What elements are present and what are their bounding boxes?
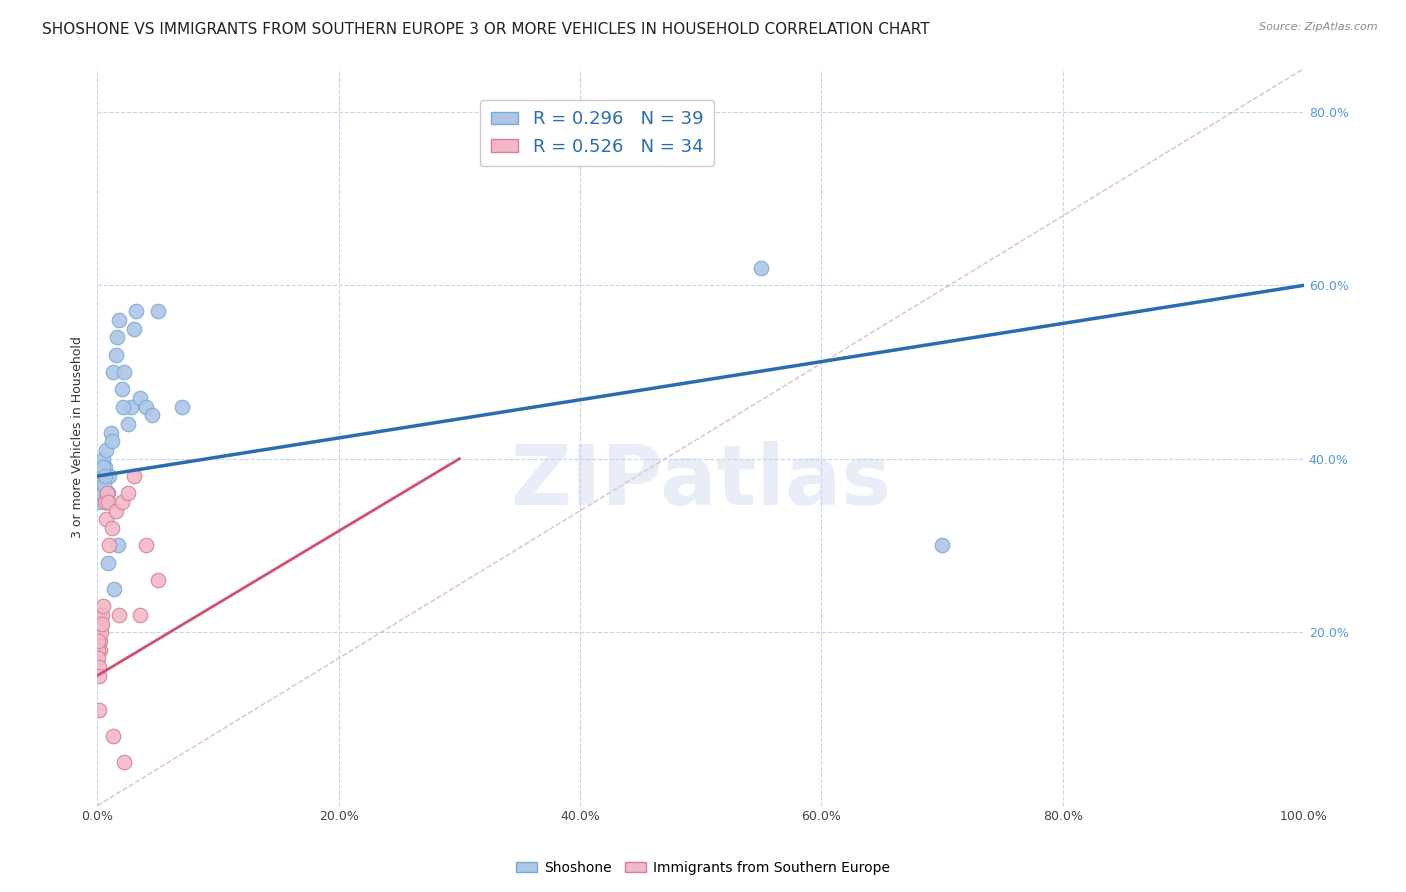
Point [87,703,110,717]
Point [96,495,118,509]
Point [89,625,111,640]
Point [107,539,129,553]
Point [125,304,148,318]
Point [89,469,111,483]
Point [87,607,110,622]
Point [89,477,111,491]
Point [89,633,111,648]
Point [97,495,120,509]
Point [111,400,134,414]
Point [101,729,124,743]
Point [170,400,193,414]
Point [87,633,110,648]
Text: SHOSHONE VS IMMIGRANTS FROM SOUTHERN EUROPE 3 OR MORE VEHICLES IN HOUSEHOLD CORR: SHOSHONE VS IMMIGRANTS FROM SOUTHERN EUR… [42,22,929,37]
Point [93,451,115,466]
Point [101,365,124,379]
Point [93,460,115,475]
Point [135,539,157,553]
Point [108,607,131,622]
Point [122,321,145,335]
Point [89,616,111,631]
Legend: Shoshone, Immigrants from Southern Europe: Shoshone, Immigrants from Southern Europ… [510,855,896,880]
Point [98,539,121,553]
Point [97,556,120,570]
Point [87,616,110,631]
Point [94,469,117,483]
Point [97,486,120,500]
Point [91,460,114,475]
Point [87,642,110,657]
Point [89,642,111,657]
Point [120,400,142,414]
Point [93,477,115,491]
Point [100,425,122,440]
Point [117,417,139,431]
Point [87,660,110,674]
Text: ZIPatlas: ZIPatlas [510,441,891,522]
Y-axis label: 3 or more Vehicles in Household: 3 or more Vehicles in Household [72,336,84,538]
Point [104,348,127,362]
Point [93,495,115,509]
Point [87,625,110,640]
Point [146,573,169,587]
Point [108,313,131,327]
Point [101,434,124,449]
Point [90,607,112,622]
Point [90,625,112,640]
Point [94,443,117,458]
Point [104,504,127,518]
Point [87,633,110,648]
Point [87,651,110,665]
Point [96,486,118,500]
Point [141,409,163,423]
Point [103,582,125,596]
Point [122,469,145,483]
Point [110,383,132,397]
Point [101,521,124,535]
Point [105,330,128,344]
Legend: R = 0.296   N = 39, R = 0.526   N = 34: R = 0.296 N = 39, R = 0.526 N = 34 [481,100,714,166]
Point [931,539,953,553]
Point [128,391,150,405]
Text: Source: ZipAtlas.com: Source: ZipAtlas.com [1260,22,1378,32]
Point [91,616,114,631]
Point [90,486,112,500]
Point [94,512,117,526]
Point [135,400,157,414]
Point [90,477,112,491]
Point [112,365,135,379]
Point [146,304,169,318]
Point [91,486,114,500]
Point [117,486,139,500]
Point [128,607,150,622]
Point [87,668,110,682]
Point [749,260,772,275]
Point [98,469,121,483]
Point [110,495,132,509]
Point [112,756,135,770]
Point [93,599,115,614]
Point [89,495,111,509]
Point [96,495,118,509]
